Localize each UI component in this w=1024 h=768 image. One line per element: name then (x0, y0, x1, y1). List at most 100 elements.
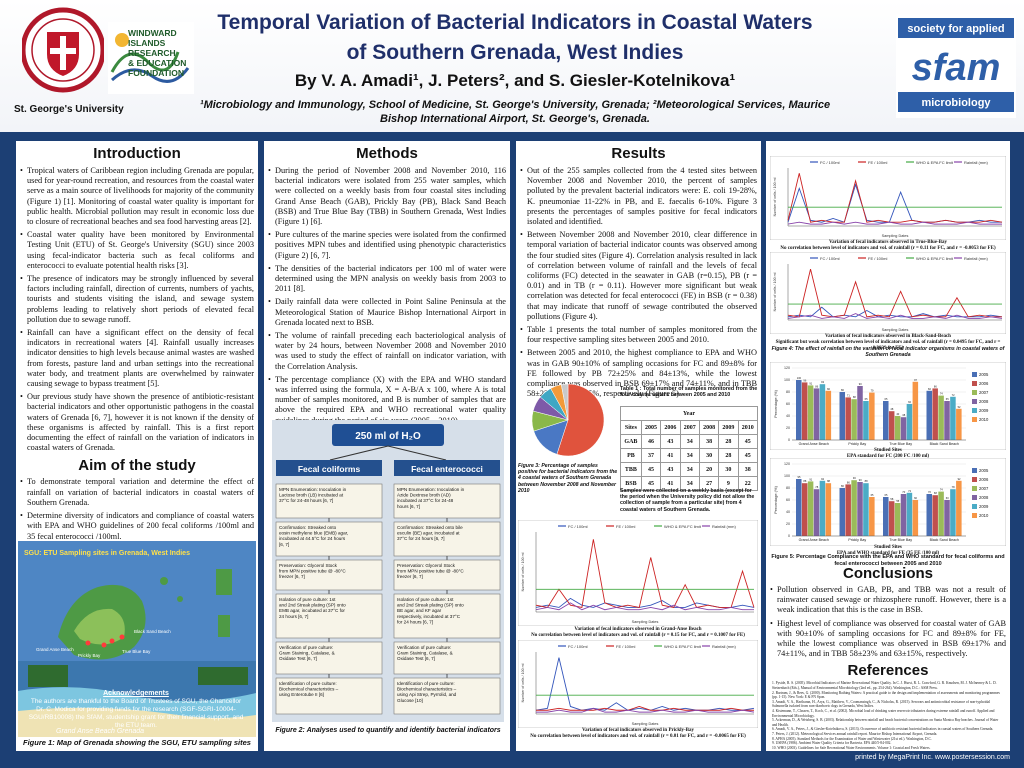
bar-data-label: 72 (952, 393, 955, 397)
bar (938, 395, 944, 440)
figure3-pie-chart (531, 383, 605, 457)
series-line (535, 602, 754, 611)
bar (926, 494, 933, 536)
bar (894, 503, 901, 536)
bar (900, 417, 907, 440)
bar-data-label: 65 (946, 397, 949, 401)
flow-step-box (393, 483, 501, 519)
flow-step-box (275, 593, 383, 639)
bar-data-label: 71 (847, 393, 850, 397)
series-line (536, 706, 754, 711)
poster-title: Temporal Variation of Bacterial Indicato… (190, 8, 840, 68)
bar-data-label: 86 (847, 480, 850, 484)
legend-swatch (972, 417, 977, 422)
acknowledgements-text: The authors are thankful to the Board of… (28, 698, 244, 729)
authors: By V. A. Amadi¹, J. Peters², and S. Gies… (294, 71, 736, 90)
chart-fc-caption: Studied Sites EPA standard for FC (200 F… (770, 448, 1006, 460)
bar-data-label: 97 (914, 378, 917, 382)
table-cell: 30 (698, 448, 720, 463)
legend-swatch (972, 486, 977, 491)
table-cell: 45 (737, 448, 759, 463)
flow-step-box (275, 483, 383, 519)
legend-label: 2006 (979, 381, 989, 386)
table-cell: 43 (660, 462, 681, 477)
flow-step-text: Identification of pure culture: Biochemic… (279, 681, 339, 697)
table-cell: 27 (698, 476, 720, 491)
legend-label: WHO & EPA FC limit (664, 524, 702, 529)
table-cell: 22 (737, 476, 759, 491)
table-cell: 43 (660, 434, 681, 449)
x-tick-label: True Blue Bay (889, 442, 912, 446)
flow-step-text: Preservation: Glycerol Stock from MPN pos… (279, 563, 346, 579)
bar (869, 392, 875, 440)
conclusions-title: Conclusions (842, 565, 933, 582)
figure5-caption: Figure 5: Percentage Compliance with the… (771, 554, 1005, 567)
x-tick-label: Prickly Bay (848, 442, 866, 446)
bar (825, 483, 832, 536)
chart-xlabel: Studied Sites (874, 448, 902, 453)
table-cell: 2006 (660, 420, 681, 435)
figure4-caption: Figure 4: The effect of rainfall on the … (771, 346, 1005, 359)
bar (944, 401, 950, 440)
legend-label: FC / 100ml (820, 160, 840, 165)
flow-left-steps: MPN Enumeration: Inoculation in Lactose b… (275, 483, 383, 715)
bar-data-label: 38 (902, 413, 905, 417)
bar (938, 491, 944, 536)
chart-pb-line: FC / 100ml FE / 100ml WHO & EPA FC limit Ra… (518, 640, 758, 728)
figure3-caption: Figure 3: Percentage of samples positive… (518, 463, 618, 494)
list-item: Between 2005 and 2010, the highest compl… (520, 348, 757, 399)
bar-data-label: 68 (853, 395, 856, 399)
legend-label: FE / 100ml (868, 256, 887, 261)
y-tick-label: 120 (784, 366, 790, 370)
bar (912, 381, 919, 440)
legend-label: WHO & EPA FC limit (664, 644, 702, 649)
bar (950, 396, 956, 440)
list-item: During the period of November 2008 and N… (268, 166, 506, 227)
y-tick-label: 100 (784, 378, 790, 382)
windward-line: WINDWARD (128, 28, 177, 38)
bar (906, 404, 913, 440)
list-item: 2. Bartram, J., & Rees, G. (2000). Monit… (772, 690, 1000, 700)
chart-xlabel: Studied Sites (874, 545, 902, 550)
flow-step-box (393, 559, 501, 591)
x-tick-label: Prickly Bay (848, 538, 866, 542)
flow-step-text: MPN Enumeration: Inoculation in Lactose b… (279, 487, 347, 503)
legend-swatch (972, 399, 977, 404)
legend-swatch (972, 408, 977, 413)
flow-step-text: MPN Enumeration: Inoculation in Azide Dex… (397, 487, 465, 509)
legend-label: 2005 (979, 372, 989, 377)
list-item: 5. Ackerman, D., & Weisberg, S. B. (2003… (772, 718, 999, 727)
acknowledgements: Acknowledgements The authors are thankfu… (26, 690, 246, 730)
bar (932, 388, 938, 440)
bar-data-label: 74 (940, 488, 943, 492)
series-line (787, 306, 1003, 318)
bar-data-label: 60 (946, 496, 949, 500)
sfam-logo: society for applied sfam microbiology (896, 14, 1016, 118)
legend-label: Rainfall (mm) (712, 644, 736, 649)
bar-data-label: 93 (821, 380, 824, 384)
bar-data-label: 40 (896, 412, 899, 416)
y-tick-label: 20 (786, 426, 790, 430)
series-line (535, 657, 755, 711)
windward-foundation-text: WINDWARD ISLANDS RESEARCH & EDUCATION FO… (128, 28, 186, 78)
map-inset-caption: Grand Anse Beach Grenada (56, 728, 145, 735)
table-cell: PB (620, 448, 642, 463)
table-row: Sites 2005 2006 2007 2008 2009 2010 (620, 420, 759, 435)
flow-step-text: Confirmation: Streaked onto bile esculin … (397, 525, 463, 541)
references-list: 1. Pyside, R. S. (2005). Microbial Indic… (766, 681, 1010, 750)
legend-label: 2007 (979, 390, 989, 395)
list-item: To demonstrate temporal variation and de… (20, 477, 254, 508)
aim-list: To demonstrate temporal variation and de… (16, 477, 258, 541)
bar-data-label: 88 (827, 479, 830, 483)
bar-data-label: 90 (859, 382, 862, 386)
sgu-caption: St. George's University (14, 104, 124, 115)
legend-swatch (972, 495, 977, 500)
legend-label: 2007 (979, 486, 989, 491)
table-cell: 34 (679, 448, 700, 463)
bar (851, 399, 857, 440)
y-axis-label: Number of cells / 100 ml (773, 177, 777, 216)
methods-title: Methods (356, 145, 418, 162)
series-line (787, 313, 1003, 319)
bar-data-label: 88 (803, 479, 806, 483)
